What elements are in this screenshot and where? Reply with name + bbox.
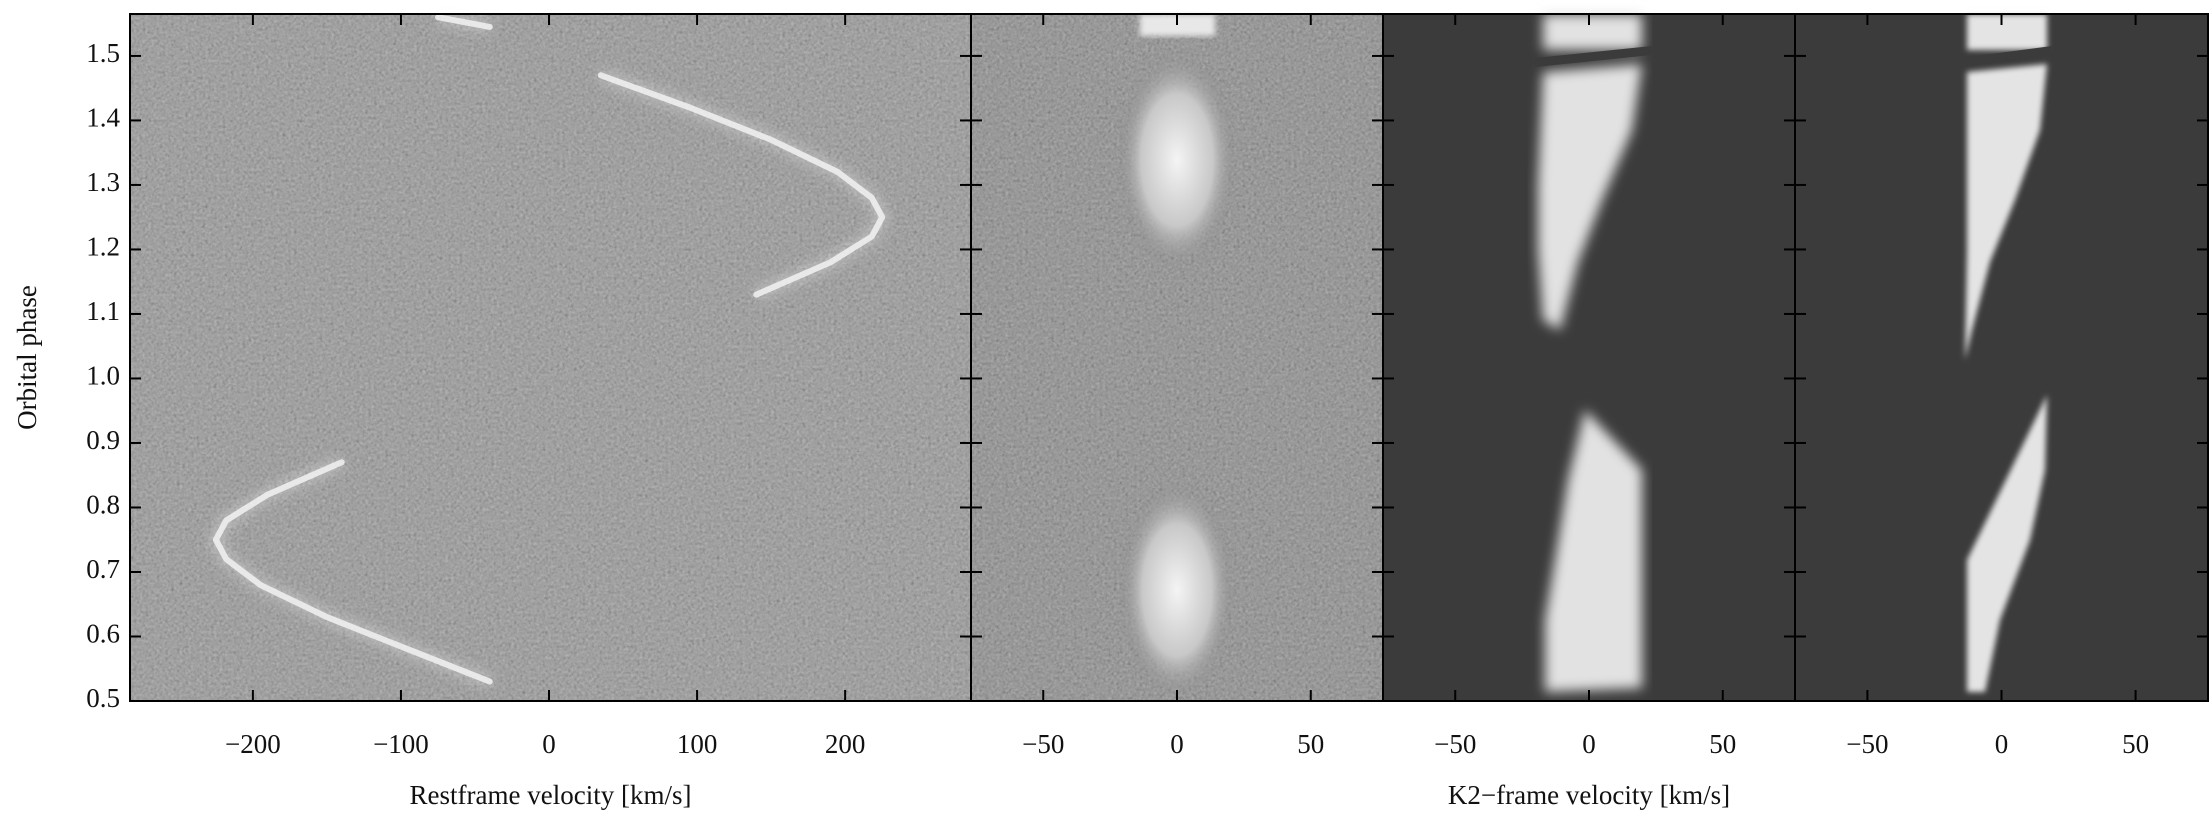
y-tick-label: 0.6	[86, 619, 120, 649]
x-tick-label: 50	[1709, 729, 1736, 759]
x-tick-label: −50	[1846, 729, 1888, 759]
x-tick-label: −50	[1022, 729, 1064, 759]
y-tick-label: 1.0	[86, 361, 120, 391]
x-tick-label: 200	[825, 729, 866, 759]
x-tick-label: 0	[1995, 729, 2009, 759]
y-tick-label: 1.1	[86, 296, 120, 326]
x-axis-label: K2−frame velocity [km/s]	[1448, 780, 1730, 810]
y-tick-label: 0.7	[86, 554, 120, 584]
x-tick-label: −200	[225, 729, 281, 759]
y-tick-label: 1.5	[86, 38, 120, 68]
x-tick-label: 50	[1297, 729, 1324, 759]
y-tick-label: 0.9	[86, 425, 120, 455]
x-tick-label: 0	[542, 729, 556, 759]
panel-4-image	[1795, 14, 2208, 701]
y-tick-label: 1.2	[86, 232, 120, 262]
x-axis-label: Restframe velocity [km/s]	[410, 780, 692, 810]
y-tick-label: 1.4	[86, 103, 120, 133]
x-tick-label: 0	[1582, 729, 1596, 759]
panel-2-image	[971, 14, 1383, 701]
plot-layer: 0.5 0.6 0.7 0.8 0.9 1.0 1.1 1.2 1.3 1.4 1.5 −200 −10…	[12, 11, 2209, 810]
s-wave	[212, 14, 886, 685]
x-tick-label: −100	[373, 729, 429, 759]
y-axis-label: Orbital phase	[12, 285, 42, 430]
x-tick-label: −50	[1434, 729, 1476, 759]
y-tick-label: 0.5	[86, 683, 120, 713]
panel-1-image	[130, 14, 971, 701]
y-tick-label: 0.8	[86, 490, 120, 520]
x-tick-label: 100	[677, 729, 718, 759]
panel-3-image	[1383, 14, 1795, 701]
x-tick-label: 50	[2122, 729, 2149, 759]
x-tick-label: 0	[1170, 729, 1184, 759]
y-tick-label: 1.3	[86, 167, 120, 197]
